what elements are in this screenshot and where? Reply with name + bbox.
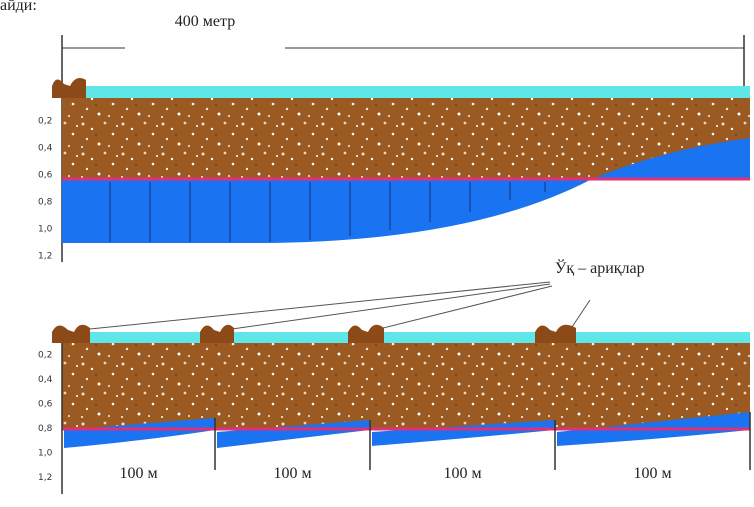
- text-fragment: айди:: [0, 0, 37, 14]
- length-label: 400 метр: [175, 13, 235, 30]
- depth-label: 0,6: [38, 400, 53, 410]
- depth-label: 0,2: [38, 117, 52, 127]
- depth-label: 1,0: [38, 225, 53, 235]
- groundwater: [62, 138, 750, 243]
- depth-label: 1,2: [38, 473, 52, 483]
- depth-label: 0,4: [38, 144, 53, 154]
- depth-label: 0,8: [38, 424, 53, 434]
- water-strip: [62, 332, 750, 343]
- pointer-lines: [79, 281, 591, 331]
- depth-label: 0,2: [38, 351, 52, 361]
- bottom-diagram: 0,2 0,4 0,6 0,8 1,0 1,2 100 м 100 м 100 м 100 м: [38, 324, 751, 494]
- top-diagram: 400 метр 0,2 0,4 0,6 0,8 1,0 1,2: [38, 13, 750, 262]
- soil: [62, 343, 750, 428]
- depth-label: 0,4: [38, 375, 53, 385]
- ditch-label: Ўқ – ариқлар: [555, 258, 645, 277]
- depth-label: 1,0: [38, 449, 53, 459]
- depth-label: 0,8: [38, 198, 53, 208]
- depth-label: 0,6: [38, 171, 53, 181]
- water-strip: [62, 86, 750, 98]
- section-label: 100 м: [273, 465, 311, 482]
- depth-label: 1,2: [38, 252, 52, 262]
- section-label: 100 м: [443, 465, 481, 482]
- section-label: 100 м: [633, 465, 671, 482]
- section-label: 100 м: [119, 465, 157, 482]
